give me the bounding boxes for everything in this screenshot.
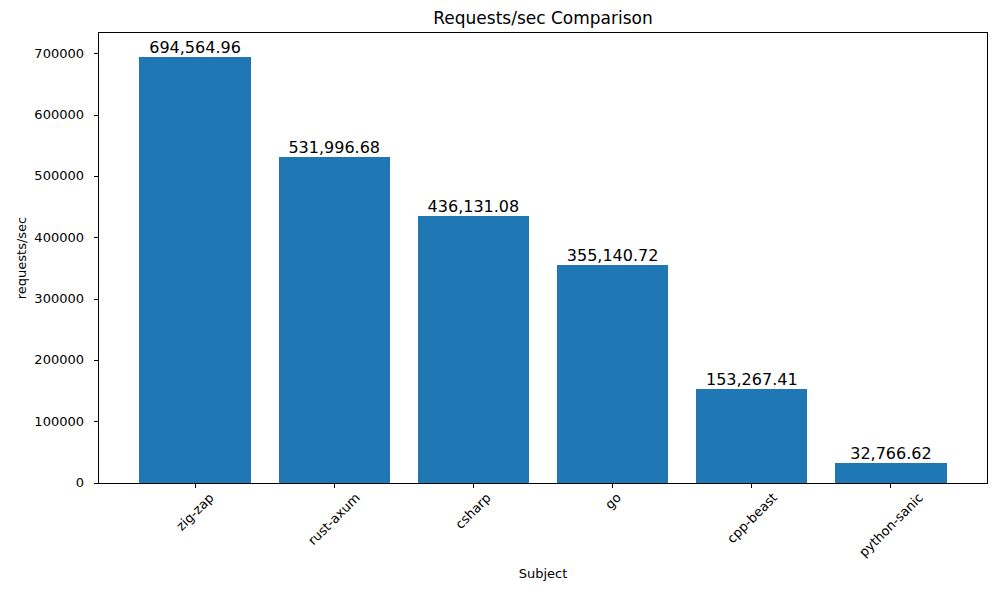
y-tick — [94, 421, 99, 422]
y-tick-label: 600000 — [4, 107, 84, 123]
y-tick-label: 700000 — [4, 46, 84, 62]
figure: Requests/sec Comparison 0100000200000300… — [0, 0, 1000, 600]
plot-area: 0100000200000300000400000500000600000700… — [98, 32, 988, 484]
y-tick — [94, 176, 99, 177]
x-tick — [612, 483, 613, 488]
bar — [696, 389, 807, 483]
x-axis-label: Subject — [99, 567, 987, 581]
x-tick-label: rust-axum — [305, 490, 363, 548]
x-tick — [751, 483, 752, 488]
x-tick-label: go — [602, 490, 624, 512]
y-tick — [94, 360, 99, 361]
y-tick-label: 100000 — [4, 414, 84, 430]
y-axis-label: requests/sec — [15, 217, 29, 300]
bar — [557, 265, 668, 483]
bar — [279, 157, 390, 483]
bar — [139, 57, 250, 483]
bar-value-label: 32,766.62 — [850, 446, 931, 462]
x-tick — [890, 483, 891, 488]
y-tick — [94, 53, 99, 54]
bar-value-label: 436,131.08 — [428, 199, 520, 215]
x-tick-label: zig-zap — [173, 490, 216, 533]
x-tick — [195, 483, 196, 488]
y-tick — [94, 115, 99, 116]
bar — [835, 463, 946, 483]
bar-value-label: 355,140.72 — [567, 248, 659, 264]
x-tick — [473, 483, 474, 488]
y-tick-label: 200000 — [4, 352, 84, 368]
x-tick — [334, 483, 335, 488]
x-tick-label: csharp — [453, 490, 495, 532]
y-tick — [94, 483, 99, 484]
bar-value-label: 694,564.96 — [149, 40, 241, 56]
y-tick-label: 0 — [4, 475, 84, 491]
y-tick — [94, 237, 99, 238]
y-tick — [94, 299, 99, 300]
bar-value-label: 153,267.41 — [706, 372, 798, 388]
bar — [418, 216, 529, 483]
bar-value-label: 531,996.68 — [288, 140, 380, 156]
x-tick-label: python-sanic — [856, 490, 926, 560]
y-tick-label: 500000 — [4, 168, 84, 184]
chart-title: Requests/sec Comparison — [99, 10, 987, 27]
x-tick-label: cpp-beast — [724, 490, 780, 546]
